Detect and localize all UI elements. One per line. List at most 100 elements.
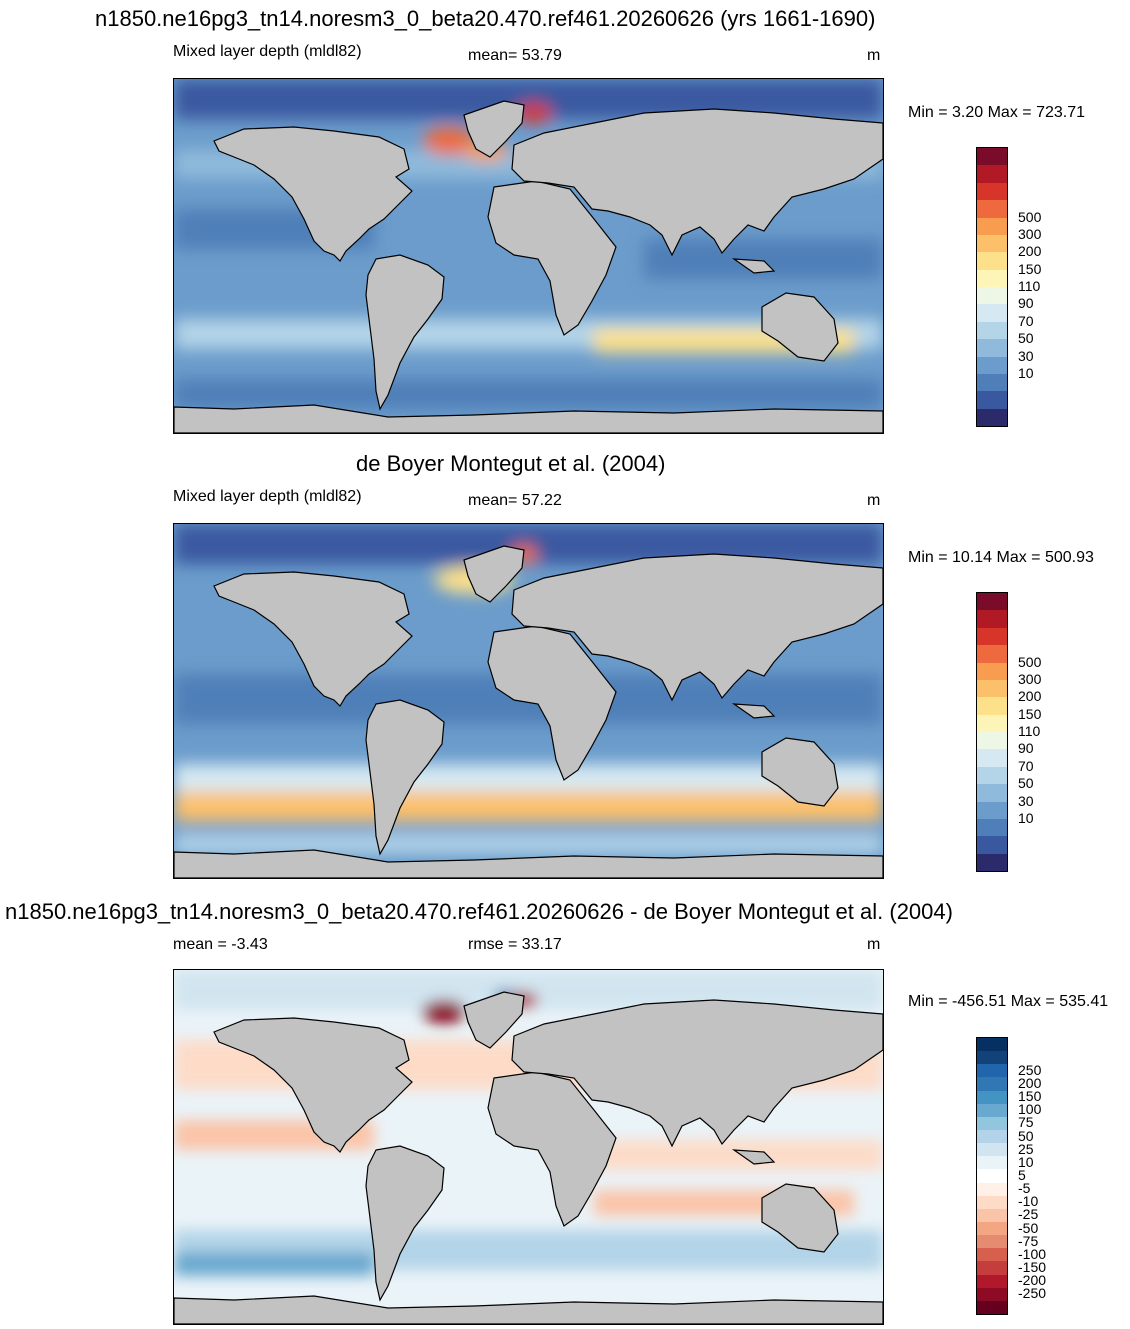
colorbar-swatch: [977, 391, 1007, 409]
colorbar-swatch: [977, 818, 1007, 837]
colorbar-swatch: [977, 1274, 1007, 1288]
colorbar-swatch: [977, 766, 1007, 785]
panel2-title: de Boyer Montegut et al. (2004): [356, 451, 666, 476]
colorbar-tick-label: 25: [1018, 1140, 1034, 1157]
colorbar-tick-label: 300: [1018, 670, 1042, 687]
colorbar-tick-label: 200: [1018, 688, 1042, 705]
colorbar-tick-label: 500: [1018, 653, 1042, 670]
colorbar-swatch: [977, 1208, 1007, 1222]
panel1-units-label: m: [867, 47, 881, 64]
colorbar-tick-label: -250: [1018, 1285, 1047, 1302]
panel1-variable-label: Mixed layer depth (mldl82): [173, 43, 362, 60]
colorbar-swatch: [977, 304, 1007, 322]
colorbar-tick-label: 30: [1018, 792, 1034, 809]
colorbar-swatch: [977, 269, 1007, 287]
colorbar-swatch: [977, 732, 1007, 750]
colorbar-swatch: [977, 1182, 1007, 1196]
colorbar-swatch: [977, 627, 1007, 646]
colorbar-tick-label: 10: [1018, 1153, 1034, 1170]
colorbar-tick-label: 250: [1018, 1061, 1042, 1078]
panel2-units-label: m: [867, 492, 881, 509]
colorbar-tick-label: -25: [1018, 1206, 1039, 1223]
colorbar-tick-label: 500: [1018, 208, 1042, 225]
colorbar-swatch: [977, 1038, 1007, 1052]
colorbar-swatch: [977, 408, 1007, 426]
colorbar-tick-label: 70: [1018, 312, 1034, 329]
colorbar-swatch: [977, 252, 1007, 270]
colorbar-swatch: [977, 1051, 1007, 1065]
colorbar-swatch: [977, 593, 1007, 611]
panel2-mean-label: mean= 57.22: [468, 492, 562, 509]
colorbar-tick-label: 5: [1018, 1167, 1026, 1183]
colorbar-tick-label: 110: [1018, 723, 1041, 739]
panel2-colorbar: [976, 592, 1008, 872]
colorbar-tick-label: 150: [1018, 705, 1042, 722]
colorbar-tick-label: -200: [1018, 1272, 1047, 1289]
colorbar-swatch: [977, 1300, 1007, 1314]
colorbar-tick-label: 50: [1018, 330, 1034, 347]
colorbar-swatch: [977, 1143, 1007, 1157]
colorbar-swatch: [977, 714, 1007, 732]
panel2-map: [173, 523, 884, 879]
colorbar-tick-label: -75: [1018, 1232, 1039, 1249]
colorbar-swatch: [977, 836, 1007, 854]
colorbar-swatch: [977, 853, 1007, 871]
panel2-variable-label: Mixed layer depth (mldl82): [173, 488, 362, 505]
colorbar-swatch: [977, 287, 1007, 305]
colorbar-swatch: [977, 1221, 1007, 1236]
colorbar-swatch: [977, 784, 1007, 802]
colorbar-swatch: [977, 1064, 1007, 1078]
colorbar-tick-label: 200: [1018, 1075, 1042, 1091]
panel3-units-label: m: [867, 936, 881, 953]
panel1-mean-label: mean= 53.79: [468, 47, 562, 64]
panel1-colorbar: [976, 147, 1008, 427]
colorbar-swatch: [977, 1287, 1007, 1301]
colorbar-tick-label: 150: [1018, 260, 1042, 277]
colorbar-swatch: [977, 321, 1007, 340]
colorbar-swatch: [977, 165, 1007, 183]
colorbar-tick-label: 10: [1018, 364, 1034, 381]
panel1-title: n1850.ne16pg3_tn14.noresm3_0_beta20.470.…: [95, 6, 876, 31]
panel3-rmse-label: rmse = 33.17: [468, 936, 562, 953]
colorbar-swatch: [977, 234, 1007, 253]
colorbar-swatch: [977, 1195, 1007, 1209]
colorbar-swatch: [977, 697, 1007, 715]
colorbar-tick-label: -50: [1018, 1219, 1039, 1236]
colorbar-tick-label: 50: [1018, 1127, 1034, 1144]
panel3-map: [173, 969, 884, 1325]
colorbar-swatch: [977, 1156, 1007, 1170]
colorbar-tick-label: 90: [1018, 740, 1034, 757]
colorbar-tick-label: 110: [1018, 278, 1041, 294]
colorbar-tick-label: 50: [1018, 775, 1034, 792]
colorbar-tick-label: 90: [1018, 295, 1034, 312]
colorbar-swatch: [977, 679, 1007, 698]
panel3-minmax: Min = -456.51 Max = 535.41: [908, 993, 1109, 1010]
colorbar-swatch: [977, 662, 1007, 680]
colorbar-swatch: [977, 373, 1007, 392]
colorbar-swatch: [977, 801, 1007, 819]
colorbar-swatch: [977, 1235, 1007, 1249]
colorbar-tick-label: -150: [1018, 1259, 1047, 1275]
colorbar-tick-label: 300: [1018, 225, 1042, 242]
colorbar-swatch: [977, 645, 1007, 663]
panel3-mean-label: mean = -3.43: [173, 936, 268, 953]
colorbar-tick-label: 30: [1018, 347, 1034, 364]
colorbar-swatch: [977, 217, 1007, 235]
colorbar-swatch: [977, 1090, 1007, 1104]
colorbar-tick-label: -5: [1018, 1180, 1031, 1197]
panel1-map: [173, 78, 884, 434]
panel1-minmax: Min = 3.20 Max = 723.71: [908, 104, 1085, 121]
colorbar-tick-label: 70: [1018, 757, 1034, 774]
colorbar-swatch: [977, 1129, 1007, 1144]
colorbar-swatch: [977, 1248, 1007, 1262]
panel2-minmax: Min = 10.14 Max = 500.93: [908, 549, 1094, 566]
colorbar-tick-label: 150: [1018, 1088, 1042, 1105]
colorbar-swatch: [977, 1103, 1007, 1117]
colorbar-tick-label: -100: [1018, 1245, 1047, 1262]
colorbar-swatch: [977, 148, 1007, 166]
colorbar-swatch: [977, 1261, 1007, 1275]
colorbar-swatch: [977, 356, 1007, 374]
colorbar-swatch: [977, 339, 1007, 357]
colorbar-swatch: [977, 1116, 1007, 1130]
panel3-colorbar: [976, 1037, 1008, 1315]
